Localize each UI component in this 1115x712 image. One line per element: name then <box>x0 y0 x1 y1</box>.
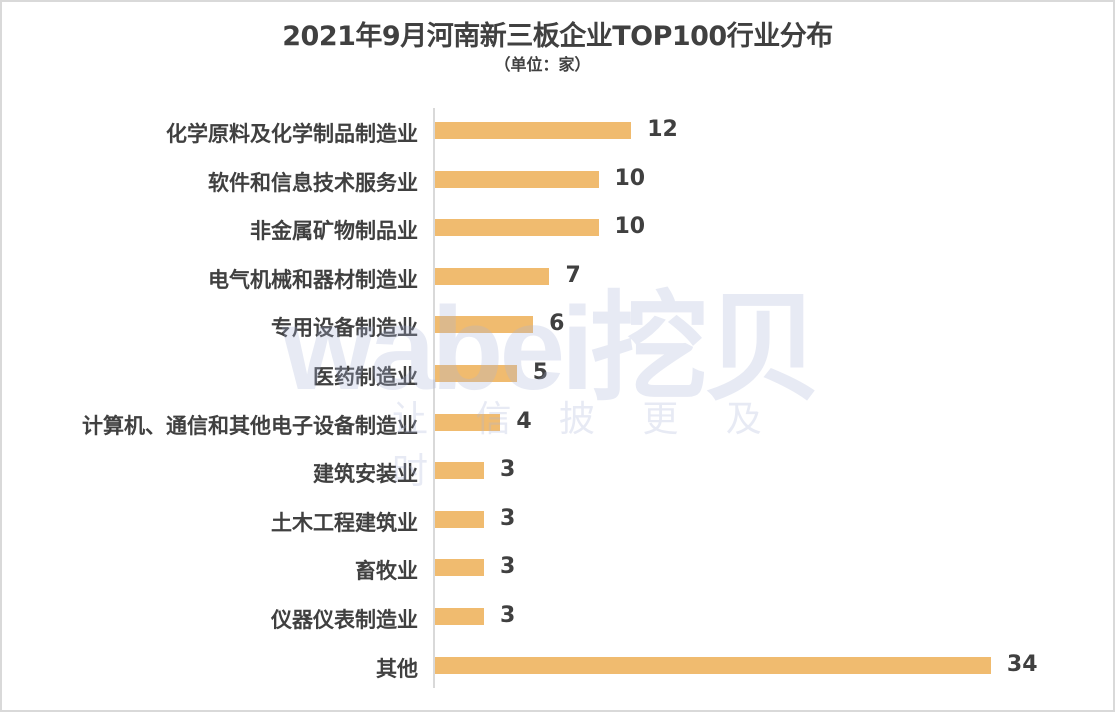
category-label: 非金属矿物制品业 <box>250 219 418 244</box>
data-label: 10 <box>614 214 646 240</box>
bar <box>435 170 599 188</box>
bar-row: 医药制造业 5 <box>0 359 1115 389</box>
bar <box>435 316 534 334</box>
bar-row: 畜牧业 3 <box>0 553 1115 583</box>
category-label: 仪器仪表制造业 <box>271 608 418 632</box>
bar <box>435 656 991 674</box>
category-label: 土木工程建筑业 <box>271 510 418 535</box>
data-label: 10 <box>614 165 646 191</box>
bar-row: 专用设备制造业 6 <box>0 310 1115 340</box>
data-label: 7 <box>565 262 581 288</box>
category-label: 电气机械和器材制造业 <box>208 267 418 292</box>
bar <box>435 413 501 431</box>
data-label: 4 <box>516 408 532 434</box>
bar-row: 非金属矿物制品业 10 <box>0 213 1115 243</box>
bar-row: 计算机、通信和其他电子设备制造业 4 <box>0 408 1115 438</box>
category-label: 畜牧业 <box>355 559 418 584</box>
bar-row: 其他 34 <box>0 651 1115 681</box>
category-label: 其他 <box>376 656 418 681</box>
bar <box>435 510 485 528</box>
bar-row: 电气机械和器材制造业 7 <box>0 262 1115 292</box>
category-label: 建筑安装业 <box>313 462 418 487</box>
bar-row: 土木工程建筑业 3 <box>0 505 1115 535</box>
data-label: 3 <box>500 603 516 628</box>
bar <box>435 365 517 382</box>
bar <box>435 219 599 237</box>
category-label: 医药制造业 <box>313 365 418 389</box>
category-label: 计算机、通信和其他电子设备制造业 <box>82 413 418 438</box>
bar-row: 仪器仪表制造业 3 <box>0 602 1115 632</box>
category-axis-line <box>433 108 435 688</box>
bar <box>435 267 550 285</box>
data-label: 3 <box>500 457 516 483</box>
bar-row: 化学原料及化学制品制造业 12 <box>0 116 1115 146</box>
bar-row: 软件和信息技术服务业 10 <box>0 165 1115 195</box>
data-label: 12 <box>647 117 678 142</box>
bar <box>435 559 485 577</box>
data-label: 6 <box>549 311 565 337</box>
bar-row: 建筑安装业 3 <box>0 456 1115 486</box>
bar <box>435 122 632 139</box>
data-label: 3 <box>500 554 516 580</box>
chart-title: 2021年9月河南新三板企业TOP100行业分布 <box>282 21 833 52</box>
category-label: 专用设备制造业 <box>271 316 418 341</box>
category-label: 软件和信息技术服务业 <box>208 170 418 195</box>
bar <box>435 462 485 480</box>
data-label: 3 <box>500 505 516 531</box>
data-label: 34 <box>1006 651 1038 677</box>
data-label: 5 <box>532 360 549 385</box>
chart-subtitle: （单位：家） <box>494 55 591 74</box>
bar <box>435 608 485 625</box>
category-label: 化学原料及化学制品制造业 <box>166 122 418 146</box>
